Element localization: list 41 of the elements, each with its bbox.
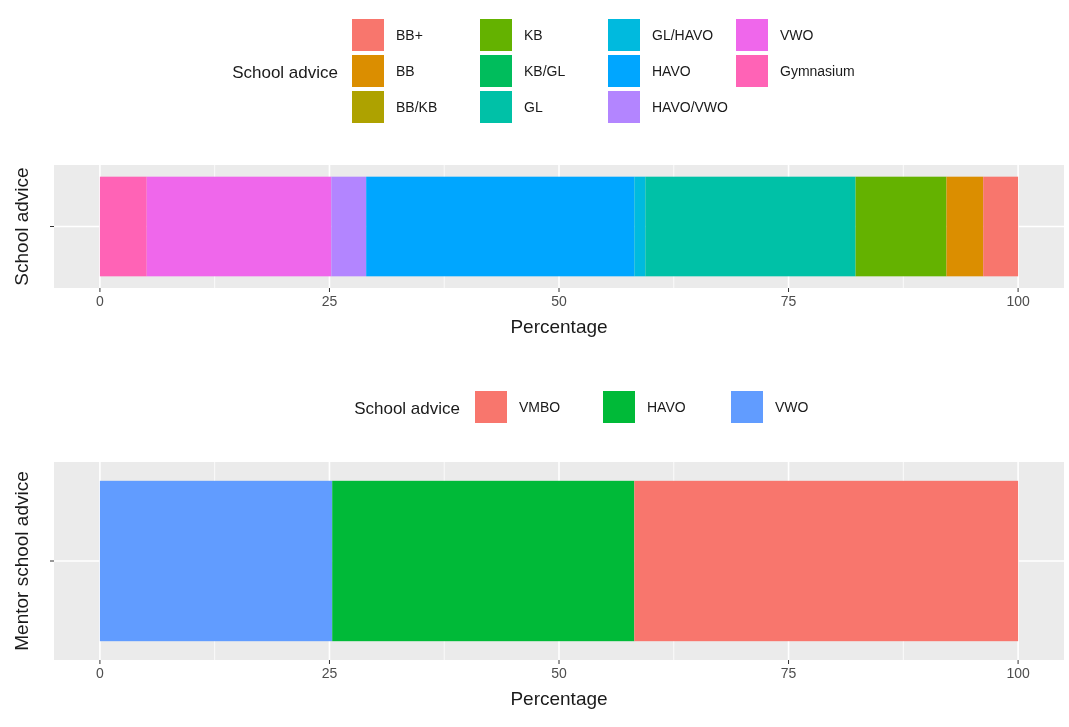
bar bbox=[99, 176, 147, 277]
x-tick-label: 50 bbox=[551, 665, 567, 681]
y-axis-title: School advice bbox=[11, 167, 32, 286]
bar bbox=[645, 176, 856, 277]
legend-label: KB bbox=[524, 26, 543, 43]
bar bbox=[855, 176, 947, 277]
legend-title: School advice bbox=[232, 62, 338, 82]
x-axis-title: Percentage bbox=[510, 688, 608, 709]
bar bbox=[366, 176, 635, 277]
x-tick-label: 100 bbox=[1006, 665, 1030, 681]
x-tick-label: 25 bbox=[321, 665, 338, 681]
legend-title: School advice bbox=[354, 398, 460, 418]
x-tick-label: 50 bbox=[551, 293, 567, 309]
legend-label: KB/GL bbox=[524, 62, 566, 79]
bar bbox=[634, 176, 646, 277]
bar bbox=[332, 480, 635, 642]
legend-label: VWO bbox=[775, 398, 809, 415]
legend-label: HAVO bbox=[652, 62, 691, 79]
bar bbox=[946, 176, 984, 277]
legend-label: BB/KB bbox=[396, 98, 438, 115]
x-tick-label: 0 bbox=[96, 665, 105, 681]
bar bbox=[983, 176, 1019, 277]
x-tick-label: 75 bbox=[780, 665, 797, 681]
legend-label: HAVO/VWO bbox=[652, 98, 729, 115]
legend-label: HAVO bbox=[647, 398, 686, 415]
legend-label: GL bbox=[524, 98, 543, 115]
x-tick-label: 100 bbox=[1006, 293, 1030, 309]
y-axis-title: Mentor school advice bbox=[11, 471, 32, 651]
legend-label: Gymnasium bbox=[780, 62, 855, 79]
legend-label: VMBO bbox=[519, 398, 561, 415]
x-tick-label: 25 bbox=[321, 293, 338, 309]
legend-label: VWO bbox=[780, 26, 814, 43]
x-tick-label: 75 bbox=[780, 293, 797, 309]
bar bbox=[99, 480, 333, 642]
bar bbox=[331, 176, 367, 277]
x-axis-title: Percentage bbox=[510, 316, 608, 337]
x-tick-label: 0 bbox=[96, 293, 105, 309]
legend-label: BB+ bbox=[396, 26, 423, 43]
legend-label: BB bbox=[396, 62, 415, 79]
bar bbox=[146, 176, 332, 277]
legend-label: GL/HAVO bbox=[652, 26, 714, 43]
